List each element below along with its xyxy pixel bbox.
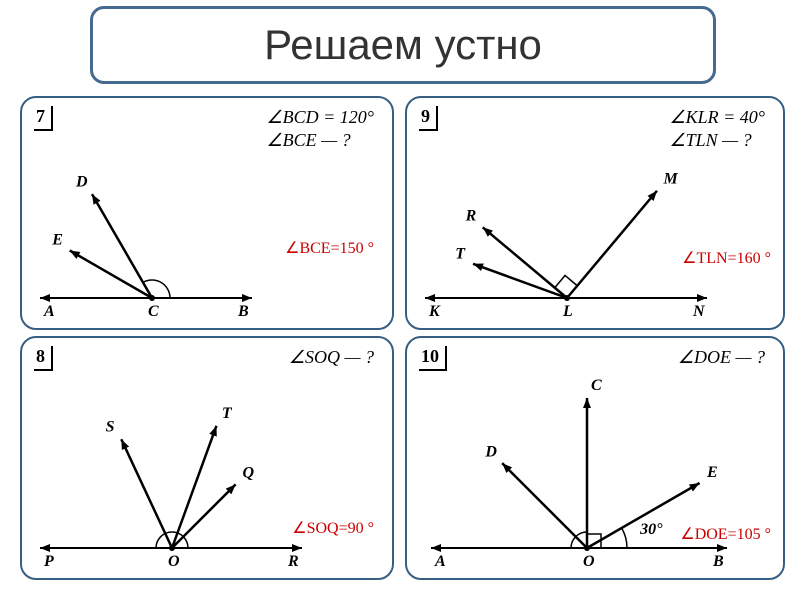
svg-text:L: L xyxy=(562,303,573,320)
svg-text:C: C xyxy=(148,303,159,320)
panel-10: 10 ∠DOE — ? ∠DOE=105 ° ABOECD30° xyxy=(405,336,785,580)
svg-text:R: R xyxy=(465,208,477,225)
svg-text:N: N xyxy=(692,303,706,320)
svg-text:T: T xyxy=(455,245,466,262)
diagram: P R O Q T S xyxy=(22,338,392,578)
svg-text:D: D xyxy=(484,443,497,460)
diagram: A B C D E xyxy=(22,98,392,328)
svg-text:E: E xyxy=(51,232,63,249)
panel-9: 9 ∠KLR = 40° ∠TLN — ? ∠TLN=160 ° KNLMRT xyxy=(405,96,785,330)
page-title: Решаем устно xyxy=(264,21,542,69)
svg-text:R: R xyxy=(287,553,299,570)
svg-text:B: B xyxy=(712,553,724,570)
title-box: Решаем устно xyxy=(90,6,716,84)
panel-8: 8 ∠SOQ — ? ∠SOQ=90 ° PROQTS xyxy=(20,336,394,580)
svg-text:A: A xyxy=(434,553,446,570)
svg-text:30°: 30° xyxy=(639,521,663,538)
panel-7: 7 ∠BCD = 120° ∠BCE — ? ∠BCE=150 ° ABCDE xyxy=(20,96,394,330)
svg-text:M: M xyxy=(663,171,679,188)
svg-text:Q: Q xyxy=(242,465,254,482)
diagram: K N L M R T xyxy=(407,98,783,328)
svg-text:C: C xyxy=(591,377,602,394)
svg-text:K: K xyxy=(428,303,441,320)
svg-text:D: D xyxy=(75,174,88,191)
svg-text:T: T xyxy=(222,405,233,422)
svg-text:O: O xyxy=(168,553,180,570)
svg-text:B: B xyxy=(237,303,249,320)
diagram: A B O E C D 30° xyxy=(407,338,783,578)
svg-text:S: S xyxy=(106,419,115,436)
svg-text:O: O xyxy=(583,553,595,570)
svg-text:P: P xyxy=(43,553,54,570)
svg-text:E: E xyxy=(706,464,718,481)
svg-text:A: A xyxy=(43,303,55,320)
